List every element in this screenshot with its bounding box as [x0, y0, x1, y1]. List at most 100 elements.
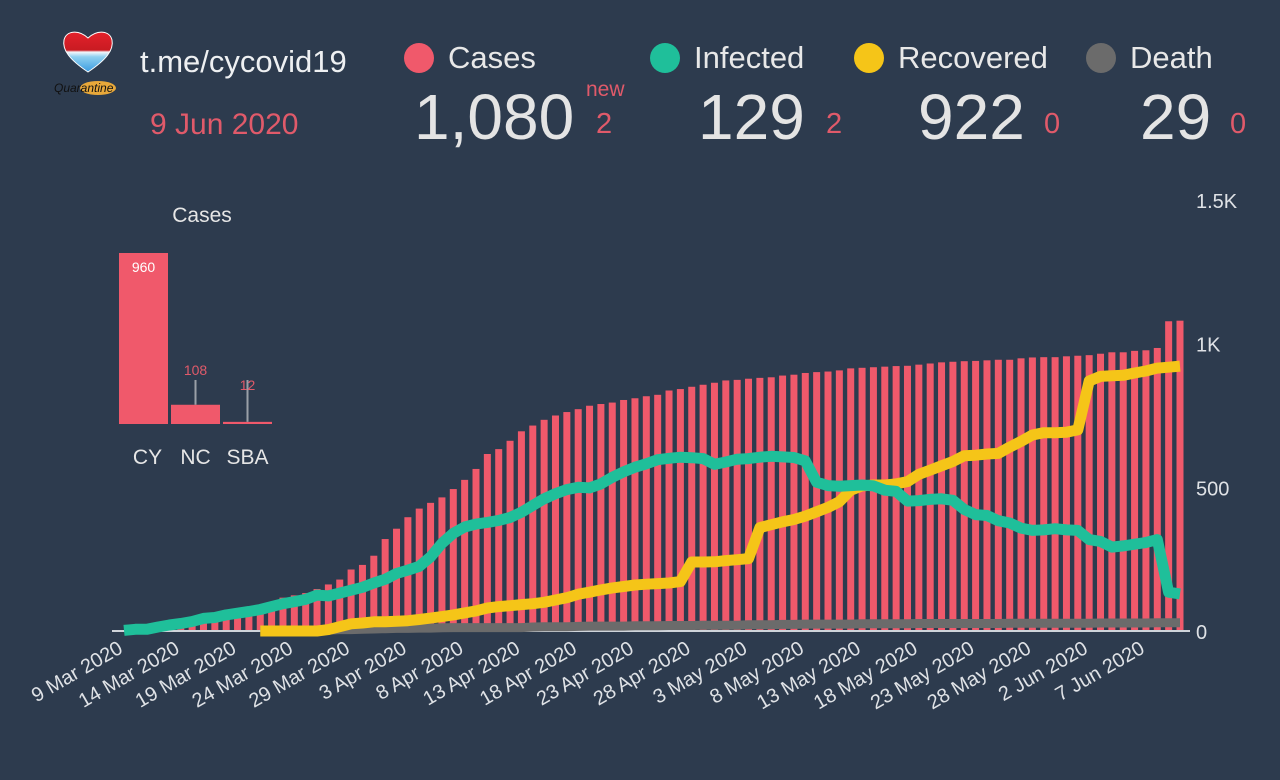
- cases-bar: [370, 555, 378, 631]
- cases-bar: [654, 394, 662, 631]
- cases-bar: [620, 399, 628, 631]
- cases-bar: [347, 569, 355, 631]
- cases-bar: [710, 382, 718, 631]
- legend-infected-label: Infected: [694, 40, 805, 75]
- legend-cases-label: Cases: [448, 40, 536, 75]
- cases-delta: 2: [596, 108, 613, 140]
- recovered-total: 922: [918, 81, 1025, 153]
- cases-dot-icon: [404, 43, 434, 73]
- cases-bar: [1165, 321, 1173, 631]
- cases-bar: [517, 431, 525, 631]
- cases-bar: [551, 415, 559, 631]
- mini-bar-cy: [119, 253, 168, 424]
- cases-bar: [529, 425, 537, 631]
- cases-bar: [1108, 352, 1116, 631]
- cases-bar: [506, 440, 514, 631]
- cases-bar: [336, 579, 344, 631]
- cases-bar: [858, 367, 866, 631]
- y-tick-label: 500: [1196, 478, 1229, 500]
- cases-bar: [449, 489, 457, 631]
- y-tick-label: 1K: [1196, 335, 1221, 357]
- cases-bar: [1006, 359, 1014, 631]
- cases-bar: [540, 419, 548, 631]
- telegram-link[interactable]: t.me/cycovid19: [140, 44, 347, 79]
- cases-bar: [1131, 350, 1139, 631]
- legend-infected: Infected: [650, 40, 804, 76]
- cases-bar: [586, 405, 594, 631]
- cases-bar: [813, 372, 821, 631]
- y-tick-label: 0: [1196, 622, 1207, 644]
- cases-bar: [279, 597, 287, 631]
- cases-bar: [983, 360, 991, 631]
- legend-death: Death: [1086, 40, 1213, 76]
- cases-bar: [302, 593, 310, 631]
- cases-bar: [1153, 347, 1161, 631]
- cases-bar: [256, 606, 264, 631]
- cases-bar: [608, 402, 616, 631]
- infected-total: 129: [698, 81, 805, 153]
- y-tick-label: 1.5K: [1196, 191, 1238, 213]
- death-total: 29: [1140, 81, 1212, 153]
- cases-bar: [699, 384, 707, 631]
- cases-bar: [631, 398, 639, 631]
- cases-bar: [801, 372, 809, 631]
- cases-bar: [358, 564, 366, 631]
- cases-bar: [199, 617, 207, 631]
- cases-bar: [756, 377, 764, 631]
- cases-bar: [745, 378, 753, 631]
- infected-line: [123, 450, 1181, 636]
- cases-bar: [642, 396, 650, 631]
- cases-bar: [1017, 358, 1025, 631]
- death-delta: 0: [1230, 108, 1247, 140]
- cases-bar: [234, 611, 242, 631]
- cases-bar: [211, 616, 219, 631]
- cases-bar: [1097, 353, 1105, 631]
- cases-bar: [483, 454, 491, 631]
- cases-bar: [1051, 357, 1059, 631]
- cases-bar: [495, 449, 503, 631]
- mini-category-label: SBA: [226, 446, 268, 469]
- recovered-delta: 0: [1044, 108, 1061, 140]
- mini-category-label: NC: [180, 446, 210, 469]
- cases-bar: [1176, 320, 1184, 631]
- cases-bar: [869, 367, 877, 631]
- cases-bar: [438, 497, 446, 631]
- infected-delta: 2: [826, 108, 843, 140]
- cases-bar: [881, 366, 889, 631]
- cases-bar: [461, 479, 469, 631]
- cases-bar: [268, 603, 276, 631]
- report-date: 9 Jun 2020: [150, 108, 299, 141]
- mini-category-label: CY: [133, 446, 162, 469]
- cases-bar: [1028, 357, 1036, 631]
- region-cases-chart: Cases 960 CY 108 NC 12 SBA: [119, 204, 272, 469]
- legend-recovered: Recovered: [854, 40, 1048, 76]
- quarantine-heart-logo-icon: Quarantine: [50, 26, 126, 102]
- cases-bar: [427, 502, 435, 631]
- cases-total: 1,080: [414, 81, 575, 153]
- cases-bar: [994, 359, 1002, 631]
- cases-bar: [960, 361, 968, 631]
- cases-bar: [767, 377, 775, 631]
- cases-bar: [722, 380, 730, 631]
- cases-bar: [1040, 357, 1048, 631]
- cases-bar: [324, 584, 332, 631]
- mini-bar-value-label: 108: [184, 362, 208, 378]
- mini-bar-value-label: 960: [132, 259, 156, 275]
- cases-bar: [597, 404, 605, 631]
- cases-bar: [393, 528, 401, 631]
- cases-bar: [563, 412, 571, 631]
- death-line: [260, 618, 1180, 636]
- cases-bar: [472, 468, 480, 631]
- death-dot-icon: [1086, 43, 1116, 73]
- logo-text: Quarantine: [54, 81, 114, 95]
- cases-bar: [1074, 355, 1082, 631]
- cases-bar: [1142, 350, 1150, 631]
- recovered-dot-icon: [854, 43, 884, 73]
- recovered-line: [260, 360, 1181, 637]
- cases-bar: [1119, 352, 1127, 631]
- cases-bar: [245, 609, 253, 631]
- cases-bar: [1085, 355, 1093, 631]
- cases-bar: [665, 390, 673, 631]
- cases-bar: [972, 360, 980, 631]
- cases-bar: [290, 595, 298, 631]
